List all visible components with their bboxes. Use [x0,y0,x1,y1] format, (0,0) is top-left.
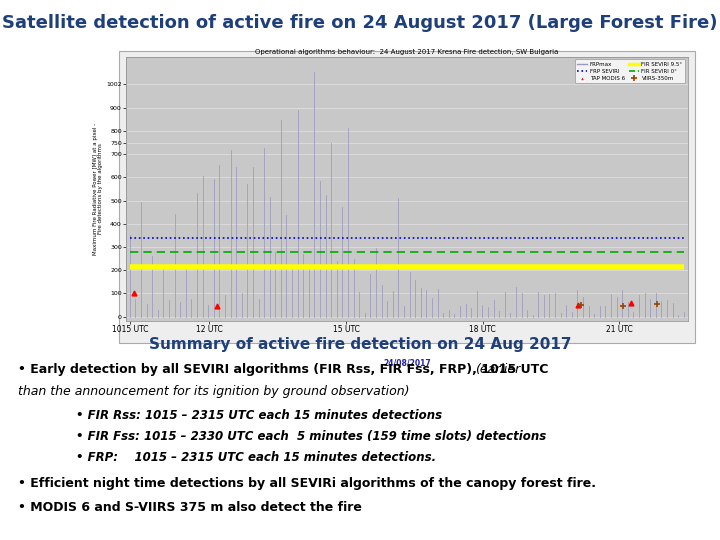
Text: than the announcement for its ignition by ground observation): than the announcement for its ignition b… [18,385,410,398]
Text: • MODIS 6 and S-VIIRS 375 m also detect the fire: • MODIS 6 and S-VIIRS 375 m also detect … [18,501,362,514]
Title: Operational algorithms behaviour:  24 August 2017 Kresna Fire detection, SW Bulg: Operational algorithms behaviour: 24 Aug… [255,49,559,55]
Legend: FRPmax, FRP SEVIRI, TAP MODIS 6, FIR SEVIRI 9.5°, FIR SEVIRI 0°, VIIRS-350m: FRPmax, FRP SEVIRI, TAP MODIS 6, FIR SEV… [575,59,685,83]
Text: • FIR Fss: 1015 – 2330 UTC each  5 minutes (159 time slots) detections: • FIR Fss: 1015 – 2330 UTC each 5 minute… [76,430,546,443]
Text: • Efficient night time detections by all SEVIRi algorithms of the canopy forest : • Efficient night time detections by all… [18,477,596,490]
Text: Satellite detection of active fire on 24 August 2017 (Large Forest Fire): Satellite detection of active fire on 24… [2,14,718,31]
Text: Summary of active fire detection on 24 Aug 2017: Summary of active fire detection on 24 A… [149,338,571,353]
Text: • FRP:    1015 – 2315 UTC each 15 minutes detections.: • FRP: 1015 – 2315 UTC each 15 minutes d… [76,451,436,464]
Text: • FIR Rss: 1015 – 2315 UTC each 15 minutes detections: • FIR Rss: 1015 – 2315 UTC each 15 minut… [76,409,442,422]
Text: • Early detection by all SEVIRI algorithms (FIR Rss, FIR Fss, FRP), 1015 UTC: • Early detection by all SEVIRI algorith… [18,363,553,376]
Text: 24/08/2017: 24/08/2017 [383,359,431,367]
Y-axis label: Maximum Fire Radiative Power [MW] at a pixel -
Fire detections by the algorithms: Maximum Fire Radiative Power [MW] at a p… [93,123,104,255]
Text: (earlier: (earlier [475,363,521,376]
